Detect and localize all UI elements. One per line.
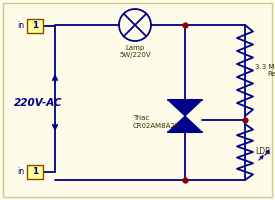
- Bar: [27, 19, 43, 33]
- Polygon shape: [168, 116, 202, 132]
- Text: 1: 1: [32, 168, 38, 176]
- Text: in: in: [17, 168, 24, 176]
- Bar: [27, 165, 43, 179]
- Text: Lamp
5W/220V: Lamp 5W/220V: [119, 45, 151, 58]
- Text: Triac
CR02AM8A25: Triac CR02AM8A25: [133, 116, 180, 129]
- Text: 220V-AC: 220V-AC: [14, 98, 62, 108]
- Text: LDR: LDR: [255, 148, 271, 156]
- Text: 1: 1: [32, 21, 38, 30]
- Text: in: in: [17, 21, 24, 30]
- Polygon shape: [168, 100, 202, 116]
- Text: 3.3 MOhm
Res: 3.3 MOhm Res: [255, 64, 275, 77]
